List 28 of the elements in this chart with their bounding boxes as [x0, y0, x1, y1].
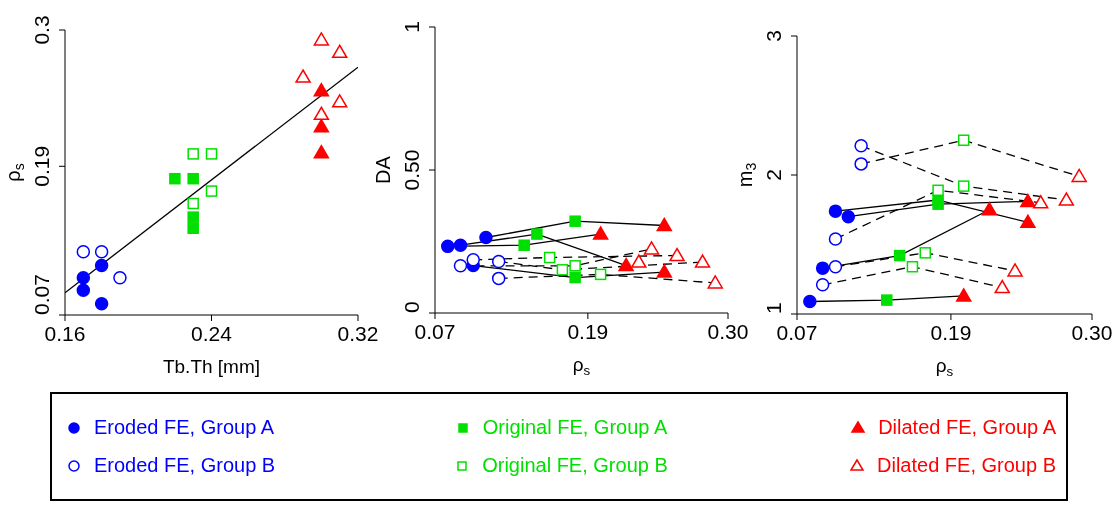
legend-label: Eroded FE, Group A	[94, 416, 275, 439]
x-tick-label: 0.30	[1071, 321, 1113, 344]
y-tick-label: 3	[762, 30, 785, 42]
x-tick-label: 0.32	[337, 322, 379, 345]
x-tick-label: 0.30	[707, 320, 749, 343]
x-axis-title: ρ$_{s}$	[935, 355, 954, 379]
legend-label: Dilated FE, Group A	[878, 416, 1056, 439]
y-tick-label: 0.19	[30, 145, 53, 187]
legend-label: Eroded FE, Group B	[94, 454, 276, 477]
x-tick-label: 0.24	[191, 322, 233, 345]
legend-label: Dilated FE, Group B	[877, 454, 1056, 477]
y-tick-label: 2	[762, 169, 785, 181]
x-tick-label: 0.07	[414, 320, 456, 343]
x-tick-label: 0.07	[776, 321, 818, 344]
legend-label: Original FE, Group A	[482, 416, 668, 439]
y-axis-title: DA	[372, 155, 394, 184]
y-tick-label: 1	[400, 21, 423, 33]
x-tick-label: 0.19	[567, 320, 609, 343]
x-tick-label: 0.19	[930, 321, 972, 344]
x-axis-title: ρ$_{s}$	[572, 354, 591, 378]
legend-label: Original FE, Group B	[482, 454, 668, 477]
y-tick-label: 1	[762, 302, 785, 314]
x-axis-title: Tb.Th [mm]	[162, 356, 261, 377]
y-tick-label: 0.3	[30, 15, 53, 45]
x-tick-label: 0.16	[44, 322, 86, 345]
y-tick-label: 0	[400, 301, 423, 313]
y-tick-label: 0.07	[30, 274, 53, 315]
y-tick-label: 0.50	[400, 149, 423, 191]
